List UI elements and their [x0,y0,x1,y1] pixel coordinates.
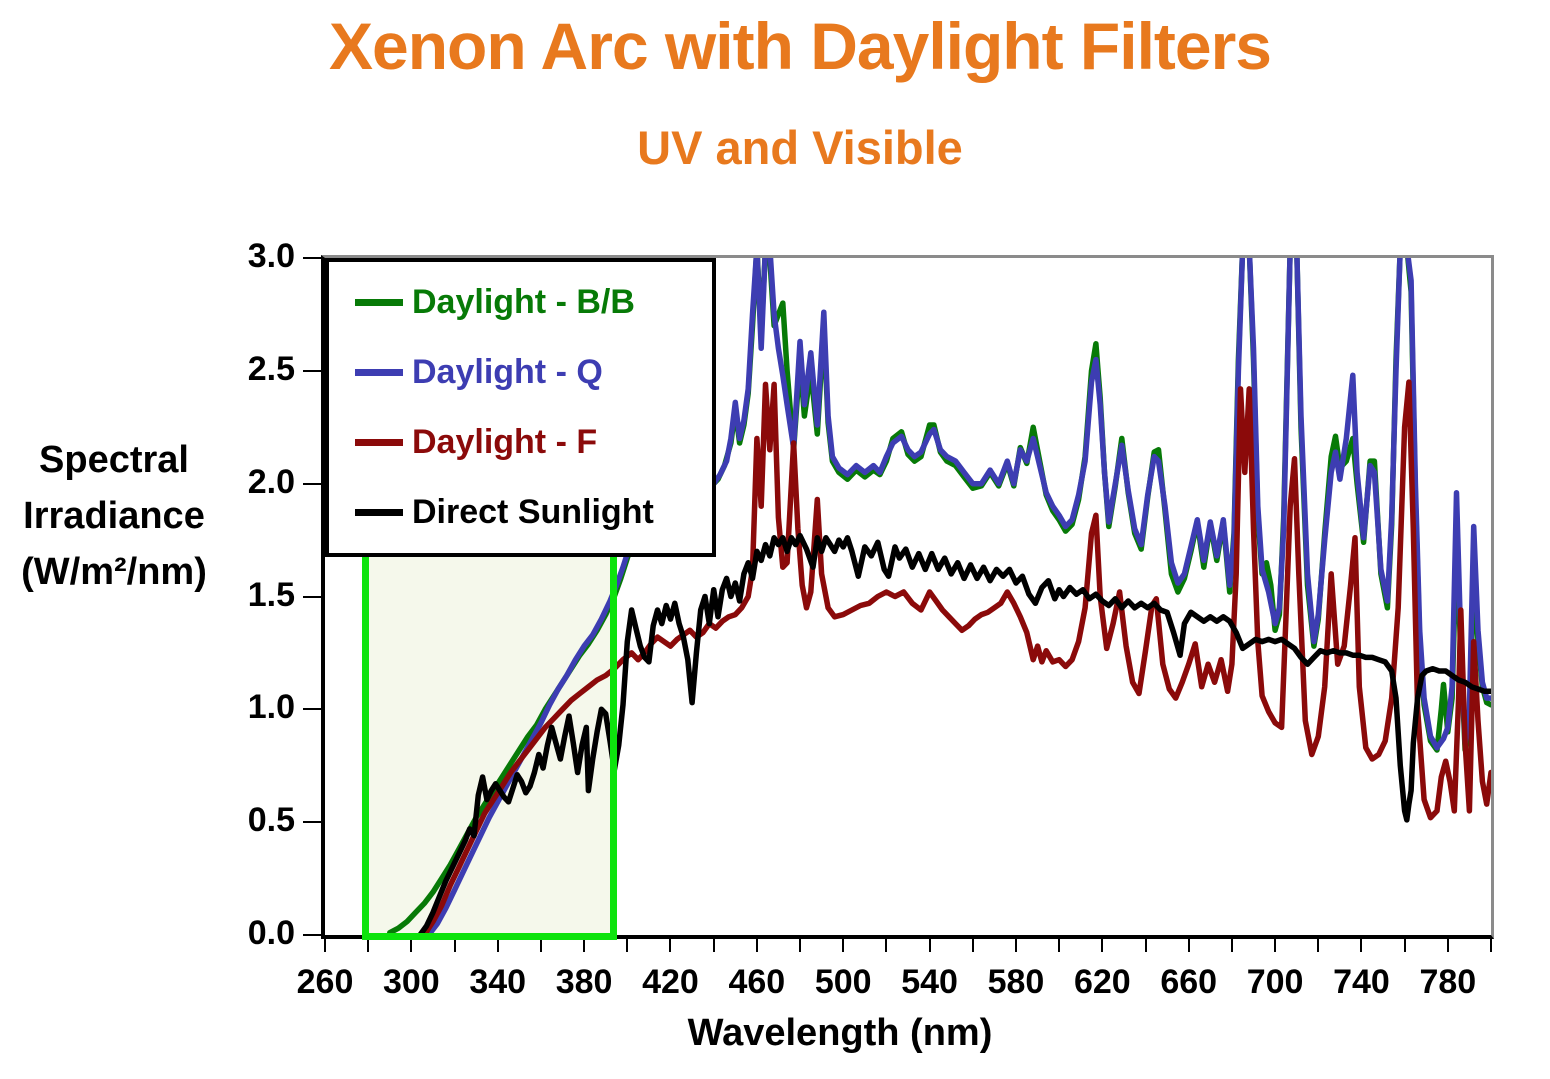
legend: Daylight - B/B Daylight - Q Daylight - F Di… [325,258,716,557]
x-axis-tick-label: 740 [1333,963,1390,1001]
x-axis-tick [1490,939,1492,952]
y-axis-tick-label: 0.0 [247,914,295,952]
x-axis-tick [842,939,845,952]
x-axis-tick [1101,939,1104,952]
y-axis-title-line2: Irradiance [23,495,205,537]
x-axis-tick [712,939,715,952]
y-axis-tick [303,369,321,372]
x-axis-tick [1187,939,1190,952]
x-axis-tick-label: 300 [382,963,440,1001]
x-axis-tick-label: 620 [1073,963,1131,1001]
legend-label-daylight-f: Daylight - F [412,422,598,461]
x-axis-tick [1403,939,1406,952]
x-axis-tick [496,939,499,952]
x-axis-tick-label: 460 [728,963,786,1001]
x-axis-tick-label: 340 [469,963,527,1001]
chart-subtitle: UV and Visible [637,121,963,174]
y-axis-tick [303,934,321,936]
y-axis-title-line1: Spectral [39,439,189,481]
x-axis-tick [1230,939,1233,952]
legend-line-sample-daylight-f [355,438,403,446]
legend-item-daylight-bb: Daylight - B/B [355,283,712,322]
x-axis-title: Wavelength (nm) [687,1012,993,1054]
y-axis-tick-label: 3.0 [247,237,295,275]
x-axis-tick-label: 540 [901,963,958,1001]
x-axis-tick-label: 580 [987,963,1045,1001]
x-axis-tick [453,939,456,952]
chart-title: Xenon Arc with Daylight Filters [328,9,1272,83]
y-axis-tick [303,595,321,598]
x-axis-tick [324,939,326,952]
legend-label-direct-sunlight: Direct Sunlight [412,492,654,531]
x-axis-tick-label: 260 [296,963,354,1001]
x-axis-tick-label: 500 [814,963,872,1001]
y-axis-title-line3: (W/m²/nm) [21,551,207,593]
x-axis-tick-label: 380 [555,963,613,1001]
y-axis-tick [303,821,321,824]
x-axis-tick [1317,939,1320,952]
x-axis-tick [1144,939,1147,952]
y-axis-tick [303,482,321,485]
x-axis-tick [669,939,672,952]
x-axis-tick [1360,939,1363,952]
legend-line-sample-daylight-bb [355,299,403,307]
y-axis-tick-label: 2.0 [247,462,295,501]
x-axis-tick [410,939,413,952]
y-axis-tick-label: 0.5 [247,801,295,840]
x-axis-tick [971,939,974,952]
y-axis-tick-label: 2.5 [247,349,295,388]
legend-item-direct-sunlight: Direct Sunlight [355,493,712,532]
x-axis-tick [1274,939,1277,952]
y-axis-title: Spectral Irradiance (W/m²/nm) [0,432,228,600]
y-axis-tick [303,257,321,259]
y-axis-tick-label: 1.5 [247,575,295,614]
x-axis-tick-label: 780 [1419,963,1477,1001]
x-axis-tick-label: 420 [642,963,699,1001]
x-axis-tick [367,939,370,952]
x-axis-tick [799,939,802,952]
legend-line-sample-direct-sunlight [355,508,403,516]
x-axis-tick [1014,939,1017,952]
legend-label-daylight-q: Daylight - Q [412,353,603,392]
x-axis-tick-label: 700 [1246,963,1304,1001]
y-axis-tick [303,708,321,711]
x-axis-tick [583,939,586,952]
legend-item-daylight-f: Daylight - F [355,423,712,462]
x-axis-tick-label: 660 [1160,963,1218,1001]
x-axis-tick [626,939,629,952]
uv-region-highlight-box [362,548,617,940]
x-axis-tick [928,939,931,952]
x-axis-tick [885,939,888,952]
legend-line-sample-daylight-q [355,369,403,377]
x-axis-tick [1446,939,1449,952]
y-axis-tick-label: 1.0 [247,688,295,727]
x-axis-tick [1058,939,1061,952]
x-axis-tick [539,939,542,952]
legend-label-daylight-bb: Daylight - B/B [412,283,635,322]
legend-item-daylight-q: Daylight - Q [355,353,712,392]
x-axis-tick [755,939,758,952]
